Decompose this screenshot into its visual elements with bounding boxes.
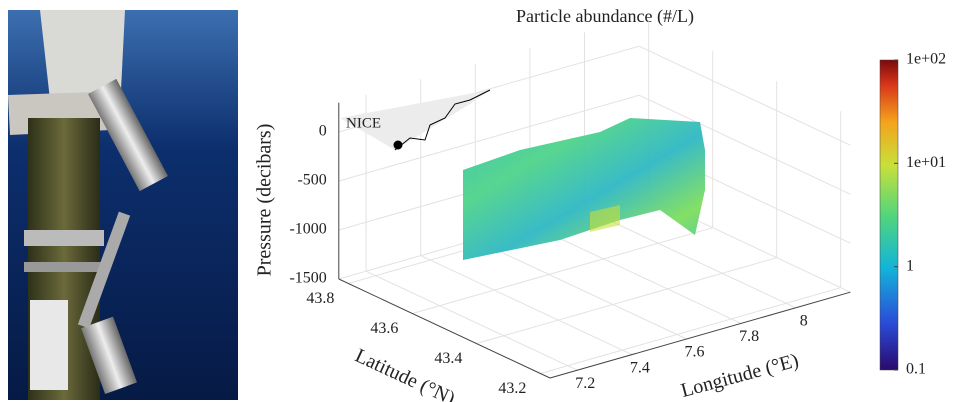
colorbar [879, 59, 899, 371]
z-tick-label: -1000 [289, 221, 326, 238]
grid-line [338, 94, 640, 182]
z-axis-label: Pressure (decibars) [254, 124, 276, 277]
y-tick-label: 43.4 [434, 350, 462, 367]
grid-line [412, 227, 713, 314]
grid-line [420, 255, 633, 356]
axis-line [549, 291, 851, 379]
grid-line [475, 239, 687, 340]
colorbar-tick-label: 1e+01 [906, 154, 946, 171]
nice-marker [393, 140, 403, 150]
photo [8, 10, 238, 400]
y-tick-label: 43.6 [370, 320, 398, 337]
colorbar-tick-label: 1 [906, 257, 914, 274]
grid-line [365, 270, 578, 371]
z-tick-label: -1500 [289, 270, 326, 287]
x-tick-label: 7.2 [575, 375, 595, 392]
y-tick-label: 43.8 [306, 290, 334, 307]
curtain-patch [590, 205, 620, 232]
y-tick-label: 43.2 [498, 380, 526, 397]
grid-line [540, 287, 841, 374]
x-tick-label: 8 [800, 312, 808, 329]
annotation: NICE [346, 115, 381, 131]
grid-line [476, 257, 777, 344]
z-tick-label: -500 [297, 172, 326, 189]
x-tick-label: 7.8 [739, 328, 759, 345]
grid-line [638, 94, 851, 195]
colorbar-tick-label: 1e+02 [906, 51, 946, 68]
colorbar-tick-label: 0.1 [906, 361, 926, 378]
grid-line [529, 223, 742, 324]
grid-line [638, 45, 851, 146]
abundance-curtain [463, 118, 705, 260]
coastline [394, 89, 491, 151]
x-tick-label: 7.4 [630, 359, 650, 376]
axis-line [338, 278, 551, 379]
z-tick-label: 0 [319, 123, 327, 140]
chart-title: Particle abundance (#/L) [516, 6, 694, 27]
grid-line [584, 208, 796, 309]
x-tick-label: 7.6 [685, 344, 705, 361]
land [340, 90, 490, 150]
